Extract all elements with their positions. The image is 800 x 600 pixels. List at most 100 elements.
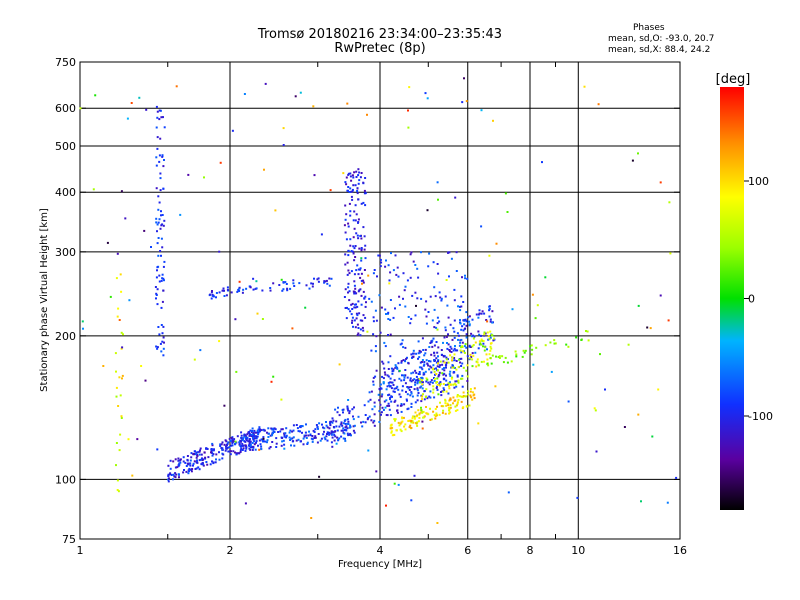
data-point [434,373,436,376]
data-point [416,297,419,300]
data-point [454,196,457,199]
data-point [282,439,285,442]
data-point [159,189,162,192]
data-point [242,444,245,447]
data-point [381,393,384,396]
data-point [470,332,473,335]
data-point [193,460,196,463]
data-point [387,264,390,267]
data-point [338,425,341,428]
data-point [270,434,273,437]
data-point [348,191,351,193]
data-point [162,325,165,328]
data-point [277,431,280,433]
data-point [409,322,412,325]
data-point [459,322,462,325]
data-point [447,382,450,385]
data-point [116,479,119,482]
x-tick-label: 10 [571,544,585,557]
data-point [452,349,455,352]
data-point [355,232,358,235]
data-point [456,401,459,404]
data-point [422,373,425,376]
data-point [269,434,272,437]
x-tick-label: 4 [377,544,384,557]
data-point [338,437,341,440]
data-point [326,282,329,285]
data-point [372,272,375,275]
data-point [351,302,354,305]
data-point [448,381,451,384]
y-tick-label: 200 [55,330,76,343]
data-point [356,187,359,190]
data-point [404,360,407,363]
data-point [234,318,237,321]
data-point [158,201,161,204]
data-point [316,278,319,281]
data-point [301,425,304,428]
data-point [272,432,274,435]
data-point [429,390,432,393]
data-point [469,388,472,390]
data-point [387,318,390,320]
data-point [360,421,362,424]
data-point [467,390,469,393]
data-point [458,358,461,361]
data-point [482,342,485,345]
data-point [382,409,385,411]
data-point [213,448,215,451]
data-point [437,346,440,349]
data-point [395,429,398,432]
data-point [478,309,481,312]
data-point [437,272,440,275]
data-point [387,381,390,384]
data-point [196,459,198,462]
data-point [394,399,397,402]
data-point [412,352,414,355]
data-point [198,450,201,453]
data-point [410,386,413,388]
data-point [459,309,462,312]
data-point [174,458,177,461]
data-point [242,437,245,440]
data-point [457,379,460,382]
data-point [281,428,284,431]
data-point [456,332,459,335]
data-point [457,365,460,368]
data-point [158,280,161,283]
data-point [160,306,163,309]
data-point [353,259,356,262]
data-point [344,253,347,256]
data-point [338,363,341,366]
data-point [390,252,392,255]
data-point [438,382,441,385]
data-point [348,202,351,205]
data-point [162,224,165,227]
data-point [251,427,254,430]
data-point [453,353,456,356]
data-point [480,334,482,337]
data-point [391,426,394,429]
data-point [424,92,427,95]
data-point [465,320,468,323]
data-point [435,361,438,364]
data-point [372,376,375,379]
data-point [392,269,395,272]
data-point [599,353,601,356]
data-point [114,352,117,355]
data-point [227,441,230,444]
data-point [115,464,117,467]
data-point [374,375,377,378]
data-point [354,256,357,258]
data-point [436,351,439,354]
data-point [477,347,480,350]
data-point [279,430,282,433]
data-point [414,264,417,266]
data-point [420,297,423,300]
data-point [544,344,547,347]
data-point [449,354,452,357]
phase-x-stats: mean, sd,X: 88.4, 24.2 [608,45,711,55]
data-point [453,336,456,339]
data-point [275,437,278,440]
data-point [347,254,350,257]
